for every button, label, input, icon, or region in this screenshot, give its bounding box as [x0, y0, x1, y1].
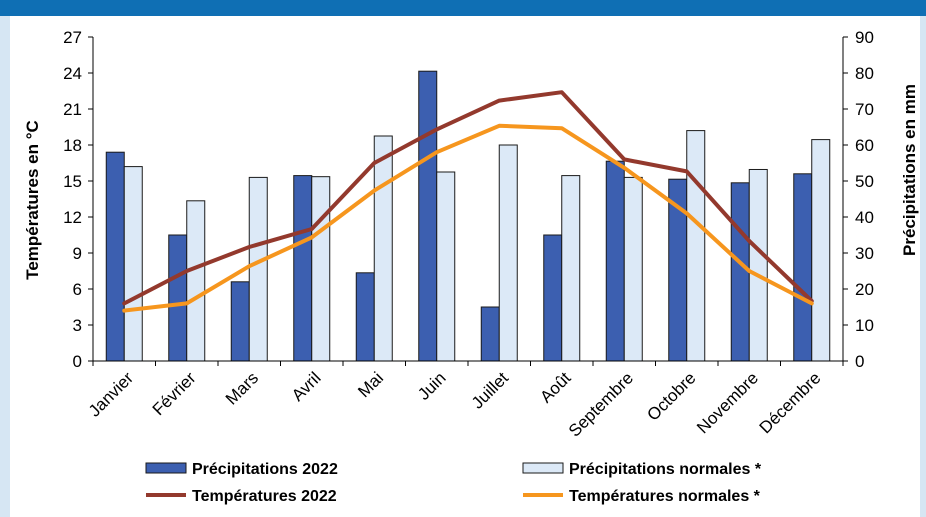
bar-precip-2022-4 — [355, 272, 375, 362]
bar-precip-normal-8 — [623, 176, 643, 362]
bar-precip-normal-6 — [498, 144, 518, 362]
line-temp-2022 — [122, 90, 814, 306]
bar-precip-2022-3 — [293, 175, 313, 362]
y-right-tick-label-9: 90 — [855, 28, 874, 47]
y-right-tick-label-0: 0 — [855, 352, 864, 371]
y-left-axis-title: Températures en °C — [23, 120, 42, 280]
x-category-label-8: Septembre — [565, 368, 637, 440]
bar-precip-normal-4 — [373, 135, 393, 362]
bar-precip-normal-3 — [311, 176, 331, 362]
x-category-label-10: Novembre — [693, 368, 762, 437]
y-right-tick-label-8: 80 — [855, 64, 874, 83]
bar-precip-2022-0 — [105, 151, 125, 362]
line-temp-normal — [122, 123, 814, 313]
y-right-tick-label-7: 70 — [855, 100, 874, 119]
bar-precip-normal-1 — [186, 200, 206, 362]
legend-label-precip-2022: Précipitations 2022 — [192, 461, 338, 478]
legend-swatch-precip-normal — [522, 462, 564, 474]
y-left-tick-label-5: 15 — [63, 172, 82, 191]
x-category-label-5: Juin — [414, 368, 449, 403]
y-left-tick-label-3: 9 — [73, 244, 82, 263]
y-left-tick-label-2: 6 — [73, 280, 82, 299]
bar-precip-2022-8 — [605, 160, 625, 362]
y-left-tick-label-8: 24 — [63, 64, 82, 83]
bar-precip-normal-11 — [811, 139, 831, 362]
y-left-tick-label-9: 27 — [63, 28, 82, 47]
x-category-label-11: Décembre — [756, 368, 825, 437]
title-band — [0, 0, 926, 16]
x-category-label-0: Janvier — [85, 368, 137, 420]
y-right-tick-label-4: 40 — [855, 208, 874, 227]
x-category-label-2: Mars — [222, 368, 262, 408]
x-category-label-3: Avril — [288, 368, 325, 405]
legend-label-temp-2022: Températures 2022 — [192, 488, 337, 505]
bar-precip-normal-2 — [248, 176, 268, 362]
x-category-label-4: Mai — [354, 368, 387, 401]
y-left-tick-label-7: 21 — [63, 100, 82, 119]
bar-precip-2022-1 — [168, 234, 188, 362]
bar-precip-normal-7 — [561, 175, 581, 362]
legend-label-precip-normal: Précipitations normales * — [569, 461, 762, 478]
y-left-tick-label-6: 18 — [63, 136, 82, 155]
bar-precip-normal-9 — [686, 130, 706, 362]
chart-panel — [10, 16, 920, 517]
bar-precip-2022-6 — [480, 306, 500, 362]
y-left-tick-label-4: 12 — [63, 208, 82, 227]
y-right-tick-label-3: 30 — [855, 244, 874, 263]
bar-precip-2022-11 — [793, 173, 813, 362]
x-category-label-9: Octobre — [643, 368, 699, 424]
y-left-tick-label-0: 0 — [73, 352, 82, 371]
bar-precip-2022-10 — [730, 182, 750, 362]
bar-precip-2022-7 — [543, 234, 563, 362]
y-right-tick-label-1: 10 — [855, 316, 874, 335]
y-right-axis-title: Précipitations en mm — [900, 84, 919, 256]
x-category-label-6: Juillet — [468, 368, 512, 412]
y-right-tick-label-5: 50 — [855, 172, 874, 191]
bar-precip-2022-2 — [230, 281, 250, 362]
x-category-label-1: Février — [149, 368, 200, 419]
bar-precip-normal-10 — [748, 168, 768, 362]
y-right-tick-label-2: 20 — [855, 280, 874, 299]
legend-label-temp-normal: Températures normales * — [569, 488, 761, 505]
legend-swatch-precip-2022 — [145, 462, 187, 474]
bar-precip-normal-0 — [123, 166, 143, 362]
bar-precip-2022-5 — [418, 70, 438, 362]
x-category-label-7: Août — [536, 368, 574, 406]
y-right-tick-label-6: 60 — [855, 136, 874, 155]
y-left-tick-label-1: 3 — [73, 316, 82, 335]
bar-precip-normal-5 — [436, 171, 456, 362]
